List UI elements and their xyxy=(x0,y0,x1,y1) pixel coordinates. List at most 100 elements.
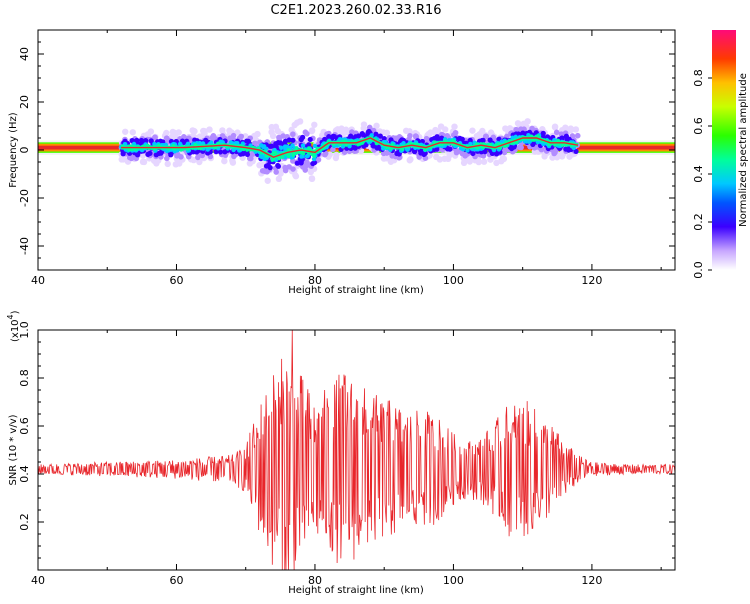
spectrogram-cell xyxy=(444,155,452,163)
spectrogram-cell xyxy=(229,159,237,166)
figure-title: C2E1.2023.260.02.33.R16 xyxy=(270,3,441,18)
snr-y-tick-label: 0.2 xyxy=(18,513,31,531)
spectrogram-cell xyxy=(168,152,174,158)
spectrogram-cell xyxy=(290,131,296,138)
colorbar-tick-label: 0.2 xyxy=(692,213,705,231)
spectrogram-cell xyxy=(305,153,311,159)
spectrogram-cell xyxy=(487,156,494,163)
snr-panel: 40 60 80 100 120 0.2 0.4 0.6 0.8 1.0 Height of st… xyxy=(6,310,676,596)
colorbar-tick-label: 0.8 xyxy=(692,69,705,87)
snr-x-tick-label: 100 xyxy=(443,574,464,587)
spectrogram-cell xyxy=(340,144,346,149)
spectrogram-cell xyxy=(284,144,290,149)
spectrogram-cell xyxy=(377,133,383,139)
spectrogram-x-tick-label: 40 xyxy=(31,274,45,287)
spectrogram-cell xyxy=(360,132,366,138)
colorbar-tick-label: 0.4 xyxy=(692,165,705,183)
colorbar-tick-label: 0.6 xyxy=(692,117,705,135)
spectrogram-cell xyxy=(301,151,306,156)
colorbar-label: Normalized spectral amplitude xyxy=(738,73,749,227)
spectrogram-cell xyxy=(263,163,270,169)
snr-y-tick-label: 0.8 xyxy=(18,369,31,387)
spectrogram-cell xyxy=(129,129,136,136)
spectrogram-cell xyxy=(315,156,322,163)
spectrogram-cell xyxy=(426,152,433,159)
spectrogram-cell xyxy=(573,148,579,154)
spectrogram-cell xyxy=(292,172,299,179)
spectrogram-cell xyxy=(134,137,140,144)
spectrogram-y-tick-label: 40 xyxy=(18,47,31,61)
spectrogram-cell xyxy=(181,139,187,145)
spectrogram-x-tick-label: 60 xyxy=(169,274,183,287)
spectrogram-x-tick-label: 100 xyxy=(443,274,464,287)
spectrogram-cell xyxy=(242,133,249,140)
spectrogram-cell xyxy=(271,151,276,155)
colorbar: 0.0 0.2 0.4 0.6 0.8 Normalized spectral ampl… xyxy=(692,30,749,279)
spectrogram-cell xyxy=(425,130,432,138)
spectrogram-axes: 40 60 80 100 120 -40 -20 0 20 40 xyxy=(18,30,675,287)
spectrogram-cell xyxy=(169,128,177,136)
spectrogram-cell xyxy=(219,127,226,134)
spectrogram-cell xyxy=(312,154,316,158)
spectrogram-cell xyxy=(483,133,490,140)
spectrogram-cell xyxy=(196,158,203,166)
spectrogram-cell xyxy=(277,140,284,146)
spectrogram-cell xyxy=(381,135,387,142)
spectrogram-cell xyxy=(300,143,306,148)
spectrogram-cell xyxy=(273,141,279,147)
spectrogram-cell xyxy=(366,124,373,131)
snr-series-line xyxy=(38,330,675,570)
spectrogram-cell xyxy=(294,160,300,166)
spectrogram-cell xyxy=(279,145,284,150)
spectrogram-cell xyxy=(553,129,560,136)
spectrogram-cell xyxy=(407,156,414,163)
snr-x-tick-label: 60 xyxy=(169,574,183,587)
spectrogram-cell xyxy=(487,137,493,143)
spectrogram-cell xyxy=(310,160,316,167)
spectrogram-cell xyxy=(282,138,289,144)
spectrogram-cell xyxy=(418,150,424,156)
spectrogram-cell xyxy=(442,126,449,133)
spectrogram-x-tick-label: 120 xyxy=(581,274,602,287)
spectrogram-cell xyxy=(267,143,273,149)
spectrogram-cell xyxy=(291,121,298,129)
spectrogram-cell xyxy=(269,132,277,140)
snr-y-scale-suffix: ) xyxy=(10,310,21,314)
spectrogram-cell xyxy=(518,126,524,132)
spectrogram-cell xyxy=(190,149,196,155)
spectrogram-cell xyxy=(569,133,576,139)
colorbar-ticks: 0.0 0.2 0.4 0.6 0.8 xyxy=(692,69,712,279)
spectrogram-cell xyxy=(205,147,210,152)
spectrogram-cell xyxy=(196,133,204,140)
spectrogram-cell xyxy=(380,155,388,162)
snr-y-tick-label: 1.0 xyxy=(18,321,31,339)
spectrogram-y-axis-label: Frequency (Hz) xyxy=(8,112,19,188)
spectrogram-cell xyxy=(296,118,304,125)
spectrogram-cell xyxy=(256,162,263,169)
snr-y-tick-label: 0.6 xyxy=(18,417,31,435)
snr-x-tick-label: 40 xyxy=(31,574,45,587)
colorbar-gradient xyxy=(712,30,736,270)
spectrogram-cell xyxy=(152,134,158,141)
spectrogram-cell xyxy=(524,118,531,125)
snr-marks xyxy=(38,330,675,570)
spectrogram-cell xyxy=(282,167,289,174)
spectrogram-cell xyxy=(195,154,201,161)
spectrogram-cell xyxy=(122,128,129,135)
spectrogram-cell xyxy=(451,123,458,130)
spectrogram-cell xyxy=(206,126,213,133)
spectrogram-cell xyxy=(462,152,468,159)
spectrogram-y-tick-label: -20 xyxy=(18,189,31,207)
spectrogram-cell xyxy=(469,127,476,134)
spectrogram-cell xyxy=(291,153,296,157)
spectrogram-cell xyxy=(147,150,153,156)
spectrogram-cell xyxy=(412,133,419,140)
spectrogram-cell xyxy=(422,150,428,156)
spectrogram-cell xyxy=(210,136,216,142)
spectrogram-cell xyxy=(245,138,252,144)
snr-y-tick-label: 0.4 xyxy=(18,465,31,483)
spectrogram-cell xyxy=(138,137,145,144)
spectrogram-cell xyxy=(526,139,532,144)
spectrogram-cell xyxy=(164,160,171,168)
